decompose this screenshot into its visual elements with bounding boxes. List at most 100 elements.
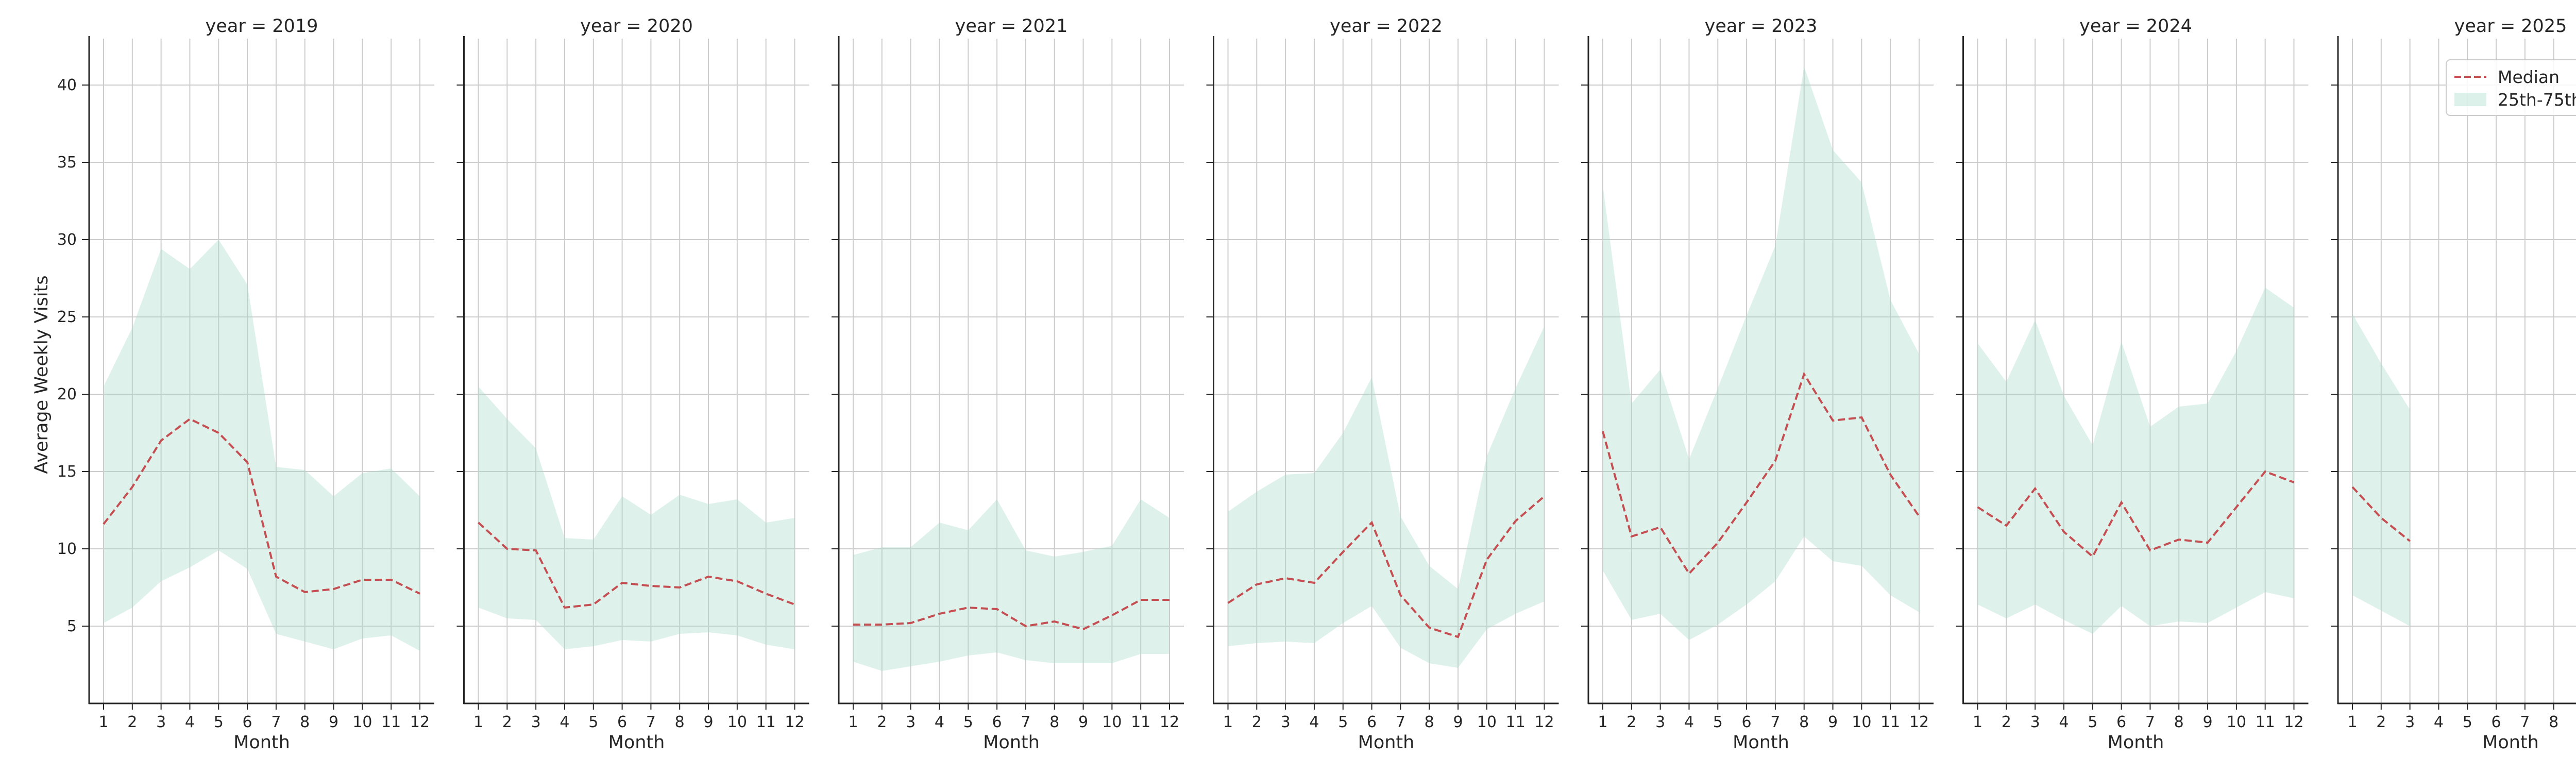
x-tick-label: 6 <box>243 713 252 731</box>
x-tick-label: 4 <box>935 713 944 731</box>
panel-title: year = 2025 <box>2454 16 2567 37</box>
x-tick-label: 3 <box>906 713 916 731</box>
x-tick-label: 7 <box>646 713 656 731</box>
x-tick-label: 3 <box>2030 713 2040 731</box>
y-tick-label: 40 <box>57 76 77 94</box>
median-line <box>1602 372 1920 576</box>
y-tick-label: 30 <box>57 231 77 249</box>
x-tick-label: 6 <box>2116 713 2126 731</box>
x-tick-label: 2 <box>502 713 512 731</box>
panel-title: year = 2024 <box>2079 16 2192 37</box>
x-tick-label: 7 <box>271 713 281 731</box>
x-tick-label: 8 <box>1049 713 1059 731</box>
x-axis-title: Month <box>233 732 290 753</box>
x-tick-label: 4 <box>2059 713 2069 731</box>
legend-median-label: Median <box>2498 67 2560 87</box>
x-tick-label: 6 <box>617 713 627 731</box>
x-tick-label: 3 <box>531 713 541 731</box>
x-axis-title: Month <box>1733 732 1789 753</box>
x-tick-label: 10 <box>727 713 747 731</box>
x-tick-label: 9 <box>1828 713 1838 731</box>
x-tick-label: 5 <box>2088 713 2097 731</box>
percentile-band <box>104 240 420 651</box>
median-line <box>1977 470 2295 559</box>
x-tick-label: 10 <box>1477 713 1497 731</box>
percentile-band <box>2352 314 2410 626</box>
legend-band-label: 25th-75th Percentile <box>2498 90 2576 110</box>
median-line <box>478 522 795 609</box>
panel-title: year = 2019 <box>206 16 318 37</box>
x-tick-label: 11 <box>1131 713 1150 731</box>
x-tick-label: 1 <box>473 713 483 731</box>
x-tick-label: 6 <box>1742 713 1752 731</box>
y-tick-label: 25 <box>57 308 77 326</box>
x-axis-title: Month <box>608 732 665 753</box>
panel-title: year = 2023 <box>1705 16 1818 37</box>
y-tick-label: 10 <box>57 540 77 558</box>
x-axis-title: Month <box>983 732 1040 753</box>
x-tick-label: 10 <box>2227 713 2246 731</box>
x-tick-label: 3 <box>156 713 166 731</box>
x-tick-label: 5 <box>963 713 973 731</box>
x-tick-label: 4 <box>560 713 569 731</box>
x-tick-label: 8 <box>2174 713 2184 731</box>
x-tick-label: 2 <box>877 713 887 731</box>
x-tick-label: 3 <box>1655 713 1665 731</box>
panel-title: year = 2022 <box>1330 16 1443 37</box>
x-tick-label: 1 <box>1973 713 1982 731</box>
x-tick-label: 9 <box>1078 713 1088 731</box>
x-tick-label: 6 <box>1367 713 1377 731</box>
x-tick-label: 12 <box>410 713 430 731</box>
x-tick-label: 9 <box>329 713 338 731</box>
x-tick-label: 8 <box>1799 713 1809 731</box>
y-tick-label: 15 <box>57 463 77 481</box>
percentile-band <box>1228 326 1545 668</box>
legend-band-swatch <box>2454 93 2486 106</box>
x-tick-label: 1 <box>1598 713 1607 731</box>
x-tick-label: 11 <box>1506 713 1526 731</box>
x-tick-label: 2 <box>2376 713 2386 731</box>
x-tick-label: 12 <box>1534 713 1554 731</box>
x-tick-label: 6 <box>2492 713 2501 731</box>
x-tick-label: 12 <box>1909 713 1929 731</box>
x-tick-label: 1 <box>1223 713 1233 731</box>
median-line <box>1227 495 1545 638</box>
x-axis-title: Month <box>2482 732 2539 753</box>
x-tick-label: 5 <box>1713 713 1723 731</box>
legend-frame <box>2446 59 2576 116</box>
x-tick-label: 4 <box>2434 713 2444 731</box>
x-axis-title: Month <box>2108 732 2164 753</box>
x-tick-label: 3 <box>2405 713 2415 731</box>
median-line <box>2351 486 2411 542</box>
x-tick-label: 1 <box>98 713 108 731</box>
x-tick-label: 11 <box>756 713 776 731</box>
x-tick-label: 8 <box>1425 713 1434 731</box>
x-tick-label: 8 <box>300 713 310 731</box>
x-tick-label: 7 <box>1396 713 1405 731</box>
y-tick-label: 35 <box>57 154 77 172</box>
percentile-band <box>853 499 1170 671</box>
x-tick-label: 5 <box>2463 713 2472 731</box>
x-tick-label: 4 <box>185 713 195 731</box>
y-tick-label: 20 <box>57 385 77 404</box>
x-tick-label: 7 <box>2520 713 2530 731</box>
x-tick-label: 11 <box>2256 713 2275 731</box>
y-tick-label: 5 <box>67 617 77 635</box>
x-tick-label: 10 <box>1102 713 1122 731</box>
x-tick-label: 11 <box>381 713 401 731</box>
x-tick-label: 8 <box>675 713 685 731</box>
median-line <box>853 599 1170 631</box>
x-tick-label: 10 <box>1852 713 1871 731</box>
x-tick-label: 6 <box>992 713 1002 731</box>
median-line <box>103 417 420 595</box>
y-axis-title: Average Weekly Visits <box>31 275 52 474</box>
percentile-band <box>1603 66 1919 640</box>
x-tick-label: 8 <box>2549 713 2558 731</box>
